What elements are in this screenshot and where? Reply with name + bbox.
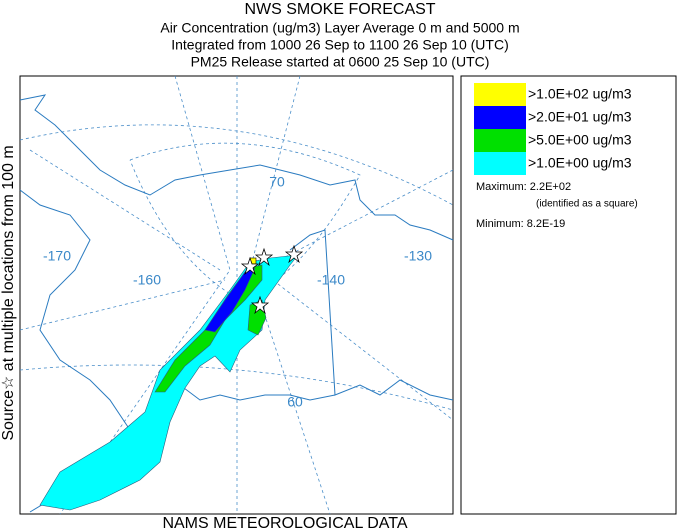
smoke-plume	[39, 254, 299, 511]
coastline	[289, 229, 454, 401]
source-star	[250, 295, 270, 315]
graticule	[59, 75, 231, 515]
coastline	[19, 94, 454, 241]
legend-swatch	[474, 129, 526, 152]
sources	[240, 244, 304, 315]
maximum: Maximum: 2.2E+02	[476, 181, 571, 193]
graticule-label: -130	[404, 248, 432, 264]
map: 70 -170 -160 -140 -130 60	[19, 75, 454, 515]
graticule-label: -170	[43, 248, 71, 264]
subtitle: Air Concentration (ug/m3) Layer Average …	[160, 20, 519, 36]
graticule-label: -160	[133, 272, 161, 288]
legend-label: >2.0E+01 ug/m3	[528, 109, 632, 125]
side-label: Source☆ at multiple locations from 100 m	[0, 145, 17, 440]
graticule	[29, 149, 221, 271]
legend-swatch	[474, 83, 526, 106]
title: NWS SMOKE FORECAST	[244, 1, 435, 18]
graticule	[19, 364, 454, 411]
legend-label: >1.0E+02 ug/m3	[528, 86, 632, 102]
legend-swatch	[474, 152, 526, 175]
graticule-label: 60	[287, 394, 303, 410]
graticule	[129, 142, 361, 301]
graticule	[19, 124, 454, 206]
graticule	[19, 279, 226, 331]
source-star	[284, 244, 304, 264]
maximum-note: (identified as a square)	[536, 199, 638, 210]
subtitle: PM25 Release started at 0600 25 Sep 10 (…	[191, 54, 490, 70]
legend-swatch	[474, 106, 526, 129]
legend-label: >5.0E+00 ug/m3	[528, 132, 632, 148]
coastline	[179, 384, 336, 401]
legend: Maximum: 2.2E+02 (identified as a square…	[460, 75, 677, 515]
subtitle: Integrated from 1000 26 Sep to 1100 26 S…	[171, 37, 509, 53]
plume-level-3	[204, 267, 256, 333]
source-star	[254, 247, 274, 267]
source-star	[240, 256, 260, 276]
graticule-label: 70	[269, 174, 285, 190]
legend-label: >1.0E+00 ug/m3	[528, 155, 632, 171]
minimum: Minimum: 8.2E-19	[476, 218, 565, 230]
footer: NAMS METEOROLOGICAL DATA	[162, 515, 407, 532]
graticule-label: -140	[317, 272, 345, 288]
